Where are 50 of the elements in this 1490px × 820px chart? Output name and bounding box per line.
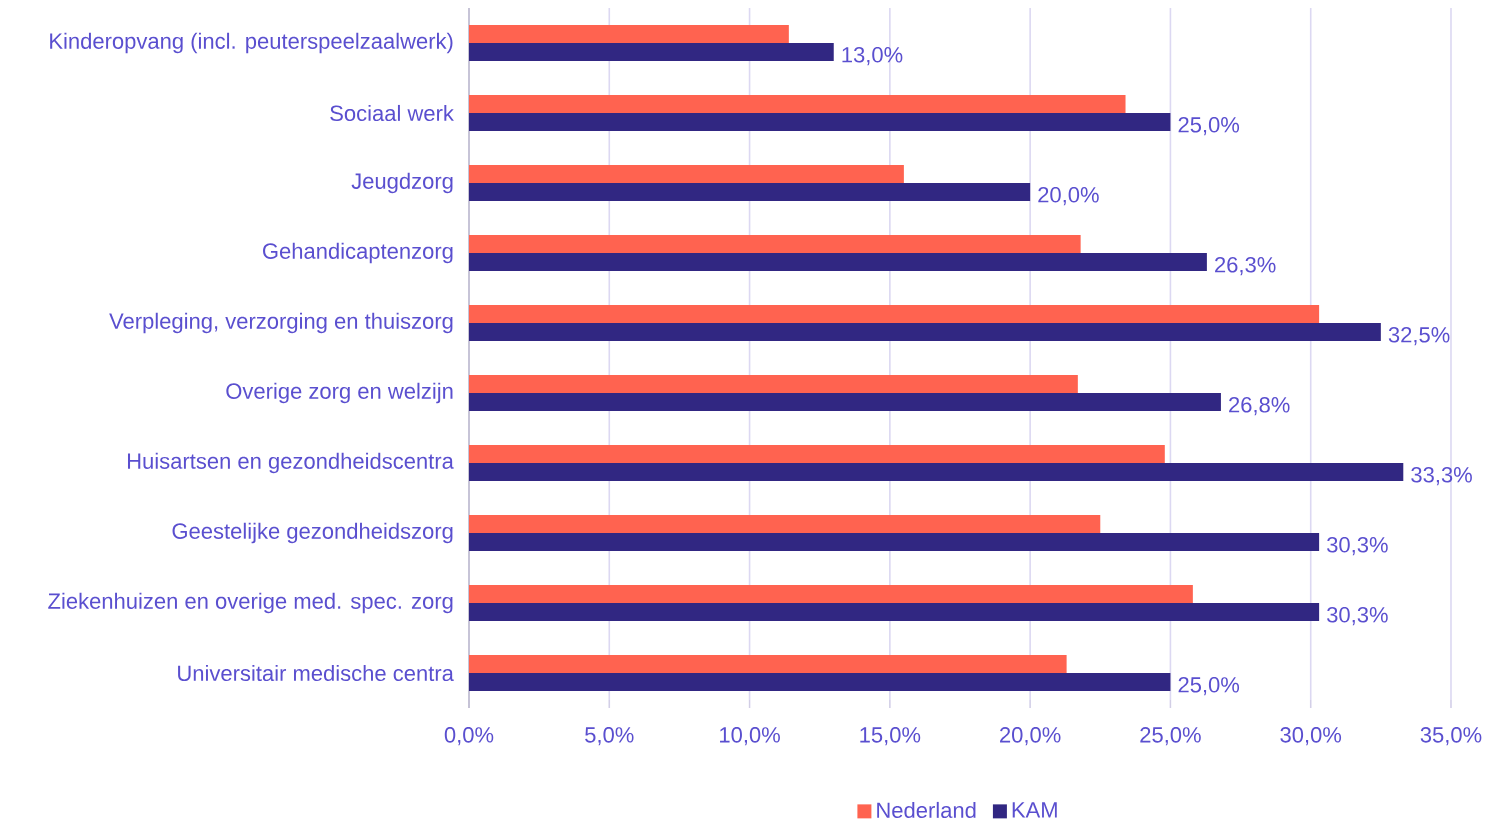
- y-tick-label: Huisartsen en gezondheidscentra: [128, 452, 454, 474]
- y-tick-label: Verpleging, verzorging en thuiszorg: [109, 312, 453, 334]
- y-tick-label: Jeugdzorg: [351, 172, 453, 194]
- bar: [469, 654, 1067, 673]
- data-label: 30,3%: [1327, 607, 1388, 626]
- y-tick-label: Overige zorg en welzijn: [226, 382, 453, 404]
- bar: [469, 113, 1171, 132]
- bar: [469, 514, 1101, 533]
- x-tick-label: 10,0%: [720, 727, 780, 746]
- bar: [469, 24, 789, 43]
- x-tick-label: 35,0%: [1420, 727, 1482, 746]
- data-label: 33,3%: [1411, 467, 1472, 486]
- bar: [469, 43, 834, 62]
- bar: [469, 164, 904, 183]
- x-tick-label: 15,0%: [860, 727, 921, 746]
- y-tick-label: Kinderopvang (incl. peuterspeelzaalwerk): [50, 32, 453, 54]
- bar: [469, 463, 1404, 482]
- y-tick-label: Sociaal werk: [330, 104, 454, 122]
- bar: [469, 673, 1171, 692]
- x-tick-label: 25,0%: [1140, 727, 1201, 746]
- y-tick-label: Ziekenhuizen en overige med. spec. zorg: [48, 592, 453, 614]
- x-tick-label: 0,0%: [444, 727, 494, 746]
- bar: [469, 533, 1320, 552]
- data-label: 26,3%: [1215, 257, 1276, 276]
- bar: [469, 234, 1081, 253]
- y-tick-label: Universitair medische centra: [178, 664, 454, 682]
- data-label: 13,0%: [842, 47, 903, 66]
- bar: [469, 304, 1320, 323]
- data-label: 26,8%: [1229, 397, 1290, 416]
- bar: [469, 253, 1207, 272]
- bar: [469, 603, 1320, 622]
- x-tick-label: 5,0%: [585, 727, 634, 746]
- data-label: 25,0%: [1178, 117, 1240, 136]
- bar: [469, 393, 1221, 412]
- data-label: 30,3%: [1327, 537, 1388, 556]
- legend-label: KAM: [1012, 802, 1057, 818]
- x-tick-label: 20,0%: [1000, 727, 1061, 746]
- legend-label: Nederland: [877, 801, 976, 819]
- y-tick-label: Gehandicaptenzorg: [263, 242, 453, 264]
- bar: [469, 183, 1031, 202]
- data-label: 20,0%: [1038, 187, 1099, 206]
- x-tick-label: 30,0%: [1280, 727, 1342, 746]
- y-tick-label: Geestelijke gezondheidszorg: [172, 522, 453, 544]
- bar: [469, 584, 1193, 603]
- data-label: 25,0%: [1178, 677, 1240, 696]
- bar: [469, 374, 1078, 393]
- bar: [469, 94, 1126, 113]
- bar: [469, 444, 1165, 463]
- data-label: 32,5%: [1388, 327, 1450, 346]
- bar: [469, 323, 1381, 342]
